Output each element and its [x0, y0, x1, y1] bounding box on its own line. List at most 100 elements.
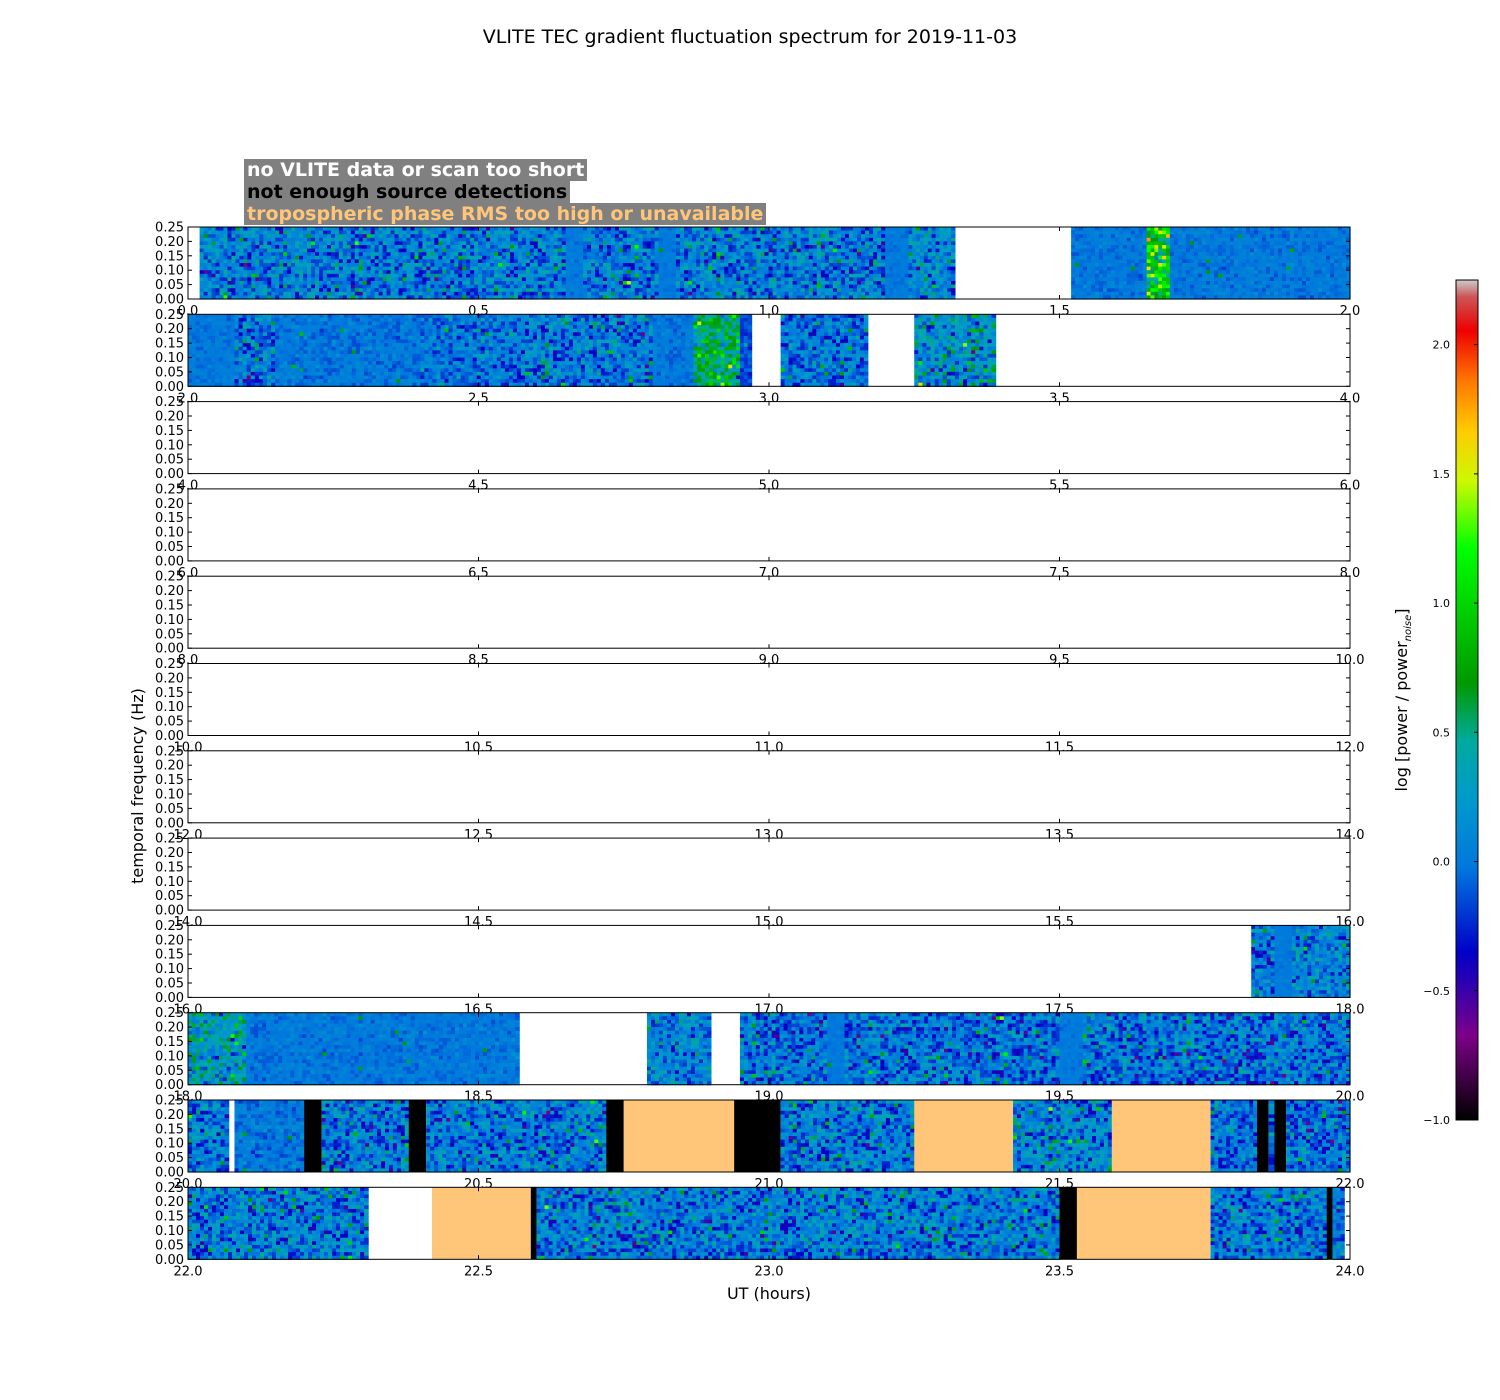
heatmap-cell: [426, 234, 431, 239]
heatmap-cell: [1166, 255, 1171, 260]
heatmap-cell: [662, 234, 668, 239]
heatmap-cell: [223, 255, 229, 260]
heatmap-cell: [658, 230, 664, 235]
heatmap-cell: [684, 234, 689, 239]
heatmap-cell: [768, 270, 774, 275]
heatmap-cell: [1293, 255, 1299, 260]
heatmap-cell: [482, 248, 487, 253]
heatmap-cell: [780, 266, 786, 271]
heatmap-cell: [1241, 284, 1247, 289]
heatmap-cell: [931, 245, 937, 250]
heatmap-cell: [235, 252, 241, 257]
heatmap-cell: [768, 241, 774, 246]
heatmap-cell: [667, 248, 673, 253]
heatmap-cell: [1305, 234, 1311, 239]
heatmap-cell: [466, 245, 471, 250]
heatmap-cell: [732, 227, 737, 232]
heatmap-cell: [390, 227, 396, 232]
heatmap-cell: [820, 273, 826, 278]
heatmap-cell: [370, 288, 376, 293]
heatmap-cell: [235, 295, 241, 300]
heatmap-cell: [541, 295, 547, 300]
heatmap-cell: [1241, 227, 1247, 232]
heatmap-cell: [295, 291, 300, 296]
heatmap-cell: [426, 281, 431, 286]
heatmap-cell: [1158, 295, 1163, 300]
heatmap-cell: [591, 252, 596, 257]
heatmap-cell: [303, 230, 308, 235]
heatmap-cell: [509, 281, 515, 286]
heatmap-cell: [1245, 273, 1251, 278]
heatmap-cell: [583, 255, 588, 260]
heatmap-cell: [1079, 288, 1084, 293]
heatmap-cell: [1209, 230, 1215, 235]
heatmap-cell: [311, 234, 316, 239]
heatmap-cell: [533, 241, 539, 246]
heatmap-cell: [1273, 295, 1279, 300]
heatmap-cell: [478, 255, 483, 260]
heatmap-cell: [418, 273, 424, 278]
heatmap-cell: [570, 252, 575, 257]
heatmap-cell: [857, 245, 862, 250]
heatmap-cell: [1169, 248, 1175, 253]
heatmap-cell: [865, 245, 870, 250]
heatmap-cell: [671, 263, 677, 268]
heatmap-cell: [338, 241, 344, 246]
heatmap-cell: [1158, 284, 1163, 289]
heatmap-cell: [840, 295, 846, 300]
heatmap-cell: [561, 234, 567, 239]
heatmap-cell: [1091, 245, 1096, 250]
heatmap-cell: [602, 241, 608, 246]
heatmap-cell: [626, 255, 632, 260]
heatmap-cell: [458, 252, 463, 257]
heatmap-cell: [211, 270, 217, 275]
heatmap-cell: [215, 248, 221, 253]
heatmap-cell: [1169, 241, 1175, 246]
heatmap-cell: [442, 277, 447, 282]
heatmap-cell: [646, 284, 652, 289]
heatmap-cell: [1201, 277, 1207, 282]
heatmap-cell: [1213, 227, 1219, 232]
heatmap-cell: [654, 255, 660, 260]
heatmap-cell: [764, 295, 770, 300]
heatmap-cell: [832, 281, 838, 286]
heatmap-cell: [748, 270, 754, 275]
heatmap-cell: [943, 255, 948, 260]
heatmap-cell: [642, 234, 648, 239]
heatmap-cell: [1122, 255, 1128, 260]
heatmap-cell: [708, 266, 713, 271]
heatmap-cell: [494, 255, 499, 260]
heatmap-cell: [1273, 237, 1279, 242]
heatmap-cell: [1229, 273, 1235, 278]
heatmap-cell: [366, 230, 372, 235]
heatmap-cell: [1237, 248, 1243, 253]
heatmap-cell: [418, 281, 424, 286]
heatmap-cell: [904, 230, 910, 235]
heatmap-cell: [529, 237, 535, 242]
heatmap-cell: [1138, 295, 1144, 300]
heatmap-cell: [326, 295, 332, 300]
heatmap-cell: [638, 291, 644, 296]
heatmap-cell: [434, 284, 439, 289]
heatmap-cell: [513, 288, 519, 293]
heatmap-cell: [892, 295, 898, 300]
heatmap-cell: [688, 263, 693, 268]
heatmap-cell: [223, 245, 229, 250]
heatmap-cell: [908, 255, 913, 260]
heatmap-cell: [658, 237, 664, 242]
heatmap-cell: [800, 270, 806, 275]
heatmap-cell: [549, 266, 555, 271]
heatmap-cell: [263, 266, 268, 271]
heatmap-cell: [595, 259, 600, 264]
heatmap-cell: [752, 284, 758, 289]
heatmap-cell: [267, 281, 272, 286]
heatmap-cell: [279, 227, 284, 232]
heatmap-cell: [255, 241, 260, 246]
heatmap-cell: [951, 295, 956, 300]
heatmap-cell: [533, 230, 539, 235]
heatmap-segment: [1071, 227, 1148, 300]
heatmap-cell: [358, 266, 364, 271]
heatmap-cell: [549, 291, 555, 296]
heatmap-cell: [402, 273, 408, 278]
heatmap-cell: [1122, 270, 1128, 275]
